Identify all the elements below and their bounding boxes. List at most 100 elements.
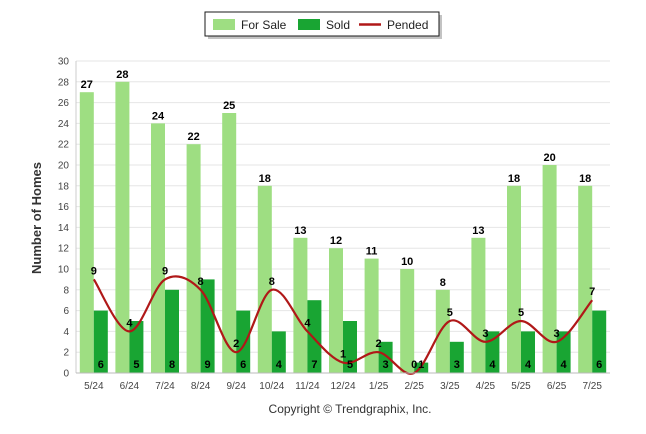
y-tick-label: 6	[63, 306, 69, 317]
pended-value-label: 1	[340, 349, 346, 361]
x-tick-label: 10/24	[259, 381, 284, 392]
x-tick-label: 12/24	[330, 381, 355, 392]
y-tick-label: 4	[63, 327, 69, 338]
pended-value-label: 3	[482, 328, 488, 340]
x-tick-label: 5/24	[84, 381, 104, 392]
pended-value-label: 4	[304, 317, 311, 329]
bar-sold	[521, 331, 535, 373]
x-tick-label: 6/24	[120, 381, 140, 392]
y-tick-label: 14	[58, 223, 70, 234]
for-sale-value-label: 12	[330, 235, 342, 247]
for-sale-value-label: 22	[187, 131, 199, 143]
x-tick-label: 7/25	[582, 381, 602, 392]
sold-value-label: 9	[205, 359, 211, 371]
y-tick-label: 0	[63, 369, 69, 380]
y-tick-label: 18	[58, 181, 70, 192]
for-sale-value-label: 18	[579, 173, 591, 185]
pended-value-label: 7	[589, 286, 595, 298]
legend: For Sale Sold Pended	[204, 11, 442, 39]
sold-value-label: 7	[311, 359, 317, 371]
for-sale-value-label: 11	[366, 246, 378, 258]
sold-value-label: 6	[596, 359, 602, 371]
copyright-text: Copyright © Trendgraphix, Inc.	[269, 402, 432, 416]
legend-box	[204, 11, 440, 37]
bar-sold	[236, 310, 251, 373]
y-axis-label: Number of Homes	[29, 162, 44, 274]
pended-value-label: 4	[126, 317, 133, 329]
pended-value-label: 8	[269, 276, 275, 288]
sold-value-label: 4	[561, 359, 568, 371]
bar-sold	[449, 341, 464, 373]
sold-value-label: 5	[347, 359, 353, 371]
bar-for-sale	[507, 185, 521, 373]
bar-sold	[556, 331, 571, 373]
legend-label: For Sale	[241, 18, 287, 32]
legend-swatch	[298, 19, 320, 30]
sold-value-label: 1	[418, 359, 424, 371]
y-tick-label: 16	[58, 202, 70, 213]
x-tick-label: 6/25	[547, 381, 567, 392]
sold-value-label: 8	[169, 359, 175, 371]
pended-value-label: 8	[198, 276, 204, 288]
x-tick-label: 1/25	[369, 381, 389, 392]
bar-sold	[93, 310, 108, 373]
bar-for-sale	[329, 248, 343, 373]
pended-line-path	[92, 275, 594, 375]
bar-for-sale	[542, 165, 557, 373]
sold-value-label: 4	[276, 359, 283, 371]
bars	[79, 81, 607, 374]
y-tick-label: 28	[58, 77, 70, 88]
for-sale-value-label: 24	[152, 110, 165, 122]
x-tick-label: 9/24	[226, 381, 246, 392]
sold-value-label: 6	[240, 359, 246, 371]
bar-sold	[307, 300, 322, 373]
for-sale-value-label: 18	[508, 173, 520, 185]
for-sale-value-label: 25	[223, 100, 235, 112]
pended-value-label: 5	[518, 307, 524, 319]
y-tick-label: 10	[58, 265, 70, 276]
for-sale-value-label: 20	[543, 152, 555, 164]
bar-sold	[165, 289, 179, 373]
legend-label: Sold	[326, 18, 350, 32]
pended-value-label: 2	[376, 338, 382, 350]
legend-swatch	[213, 19, 235, 30]
y-tick-label: 30	[58, 57, 70, 68]
sold-value-label: 5	[133, 359, 139, 371]
bar-for-sale	[293, 237, 308, 373]
x-tick-label: 5/25	[511, 381, 531, 392]
bar-for-sale	[257, 185, 272, 373]
data-labels: 2769285424892298256218481374125111321010…	[81, 69, 603, 371]
legend-label: Pended	[387, 18, 428, 32]
x-tick-label: 8/24	[191, 381, 211, 392]
pended-value-label: 9	[91, 265, 97, 277]
y-tick-label: 26	[58, 98, 70, 109]
for-sale-value-label: 8	[440, 277, 446, 289]
pended-value-label: 0	[411, 359, 417, 371]
bar-for-sale	[364, 258, 379, 373]
x-tick-label: 11/24	[295, 381, 320, 392]
x-axis: 5/24 6/24 7/24 8/24 9/24 10/24 11/24 12/24 1/25 2…	[76, 372, 610, 392]
for-sale-value-label: 13	[294, 225, 306, 237]
pended-value-label: 3	[554, 328, 560, 340]
bar-for-sale	[222, 113, 237, 373]
y-tick-label: 8	[63, 285, 69, 296]
bar-sold	[592, 310, 607, 373]
y-tick-label: 24	[58, 119, 70, 130]
sold-value-label: 3	[454, 359, 460, 371]
x-tick-label: 4/25	[476, 381, 496, 392]
y-tick-label: 20	[58, 161, 70, 172]
bar-for-sale	[115, 81, 130, 374]
for-sale-value-label: 10	[401, 256, 413, 268]
x-tick-label: 7/24	[155, 381, 175, 392]
pended-value-label: 2	[233, 338, 239, 350]
for-sale-value-label: 27	[81, 79, 93, 91]
bar-for-sale	[151, 123, 165, 374]
bar-for-sale	[435, 289, 450, 373]
sold-value-label: 6	[98, 359, 104, 371]
bar-for-sale	[578, 185, 593, 373]
for-sale-value-label: 13	[472, 225, 484, 237]
bar-sold	[129, 321, 144, 373]
bar-sold	[378, 341, 393, 373]
